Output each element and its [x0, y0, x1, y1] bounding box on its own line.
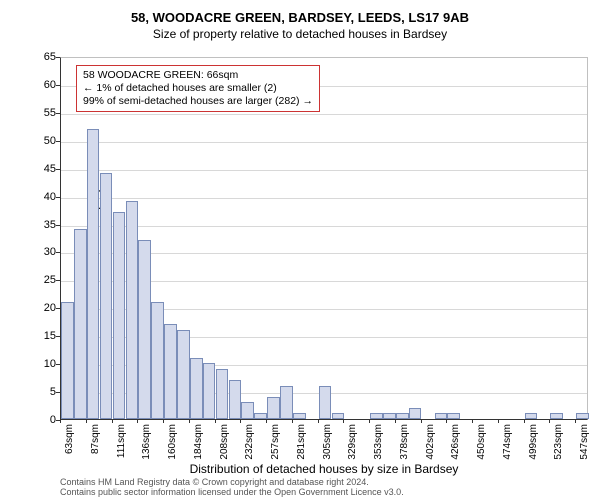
y-tick-label: 65 — [26, 51, 56, 63]
bar — [151, 302, 164, 419]
bar — [447, 413, 460, 419]
bar — [74, 229, 87, 419]
gridline — [61, 226, 587, 227]
bar — [126, 201, 139, 419]
y-tick-label: 15 — [26, 330, 56, 342]
bar — [370, 413, 383, 419]
y-tick-mark — [56, 280, 60, 281]
y-tick-label: 55 — [26, 107, 56, 119]
y-tick-label: 10 — [26, 358, 56, 370]
bar — [576, 413, 589, 419]
gridline — [61, 170, 587, 171]
x-tick-mark — [292, 419, 293, 423]
gridline — [61, 114, 587, 115]
y-tick-mark — [56, 392, 60, 393]
bar — [100, 173, 113, 419]
x-tick-mark — [189, 419, 190, 423]
y-tick-mark — [56, 308, 60, 309]
bar — [87, 129, 100, 419]
bar — [396, 413, 409, 419]
x-tick-mark — [60, 419, 61, 423]
bar — [241, 402, 254, 419]
annotation-line-2: ← 1% of detached houses are smaller (2) — [83, 82, 313, 95]
chart-container: 58, WOODACRE GREEN, BARDSEY, LEEDS, LS17… — [0, 0, 600, 500]
annotation-line-1: 58 WOODACRE GREEN: 66sqm — [83, 69, 313, 82]
y-tick-mark — [56, 141, 60, 142]
bar — [319, 386, 332, 420]
annotation-box: 58 WOODACRE GREEN: 66sqm ← 1% of detache… — [76, 65, 320, 112]
chart-title: 58, WOODACRE GREEN, BARDSEY, LEEDS, LS17… — [0, 0, 600, 25]
y-tick-label: 50 — [26, 135, 56, 147]
y-tick-mark — [56, 57, 60, 58]
chart-subtitle: Size of property relative to detached ho… — [0, 25, 600, 41]
gridline — [61, 198, 587, 199]
x-tick-mark — [575, 419, 576, 423]
y-tick-mark — [56, 364, 60, 365]
bar — [332, 413, 345, 419]
bar — [177, 330, 190, 419]
y-tick-label: 60 — [26, 79, 56, 91]
bar — [293, 413, 306, 419]
x-tick-mark — [240, 419, 241, 423]
y-tick-label: 5 — [26, 386, 56, 398]
x-tick-mark — [137, 419, 138, 423]
x-tick-mark — [266, 419, 267, 423]
x-tick-mark — [163, 419, 164, 423]
footer-line-2: Contains public sector information licen… — [60, 488, 404, 498]
bar — [525, 413, 538, 419]
bar — [383, 413, 396, 419]
bar — [61, 302, 74, 419]
x-tick-mark — [549, 419, 550, 423]
x-tick-mark — [446, 419, 447, 423]
bar — [435, 413, 448, 419]
y-tick-mark — [56, 252, 60, 253]
bar — [280, 386, 293, 420]
bar — [138, 240, 151, 419]
x-axis-title: Distribution of detached houses by size … — [60, 462, 588, 476]
annotation-line-3: 99% of semi-detached houses are larger (… — [83, 95, 313, 108]
y-tick-mark — [56, 225, 60, 226]
bar — [164, 324, 177, 419]
y-tick-mark — [56, 197, 60, 198]
bar — [229, 380, 242, 419]
x-tick-mark — [343, 419, 344, 423]
y-tick-label: 30 — [26, 246, 56, 258]
y-axis-title-wrap: Number of detached properties — [12, 57, 26, 420]
bar — [190, 358, 203, 419]
y-tick-label: 25 — [26, 274, 56, 286]
y-tick-label: 20 — [26, 302, 56, 314]
y-tick-mark — [56, 113, 60, 114]
x-tick-mark — [112, 419, 113, 423]
x-tick-mark — [369, 419, 370, 423]
y-tick-label: 0 — [26, 414, 56, 426]
bar — [409, 408, 422, 419]
x-tick-mark — [498, 419, 499, 423]
bar — [254, 413, 267, 419]
x-tick-mark — [86, 419, 87, 423]
y-tick-label: 45 — [26, 163, 56, 175]
x-tick-mark — [472, 419, 473, 423]
bar — [267, 397, 280, 419]
y-tick-label: 40 — [26, 191, 56, 203]
bar — [216, 369, 229, 419]
x-tick-mark — [318, 419, 319, 423]
bar — [113, 212, 126, 419]
y-tick-label: 35 — [26, 219, 56, 231]
x-tick-mark — [524, 419, 525, 423]
x-tick-mark — [215, 419, 216, 423]
y-tick-mark — [56, 336, 60, 337]
bar — [203, 363, 216, 419]
y-tick-mark — [56, 169, 60, 170]
x-tick-mark — [421, 419, 422, 423]
gridline — [61, 142, 587, 143]
bar — [550, 413, 563, 419]
footer: Contains HM Land Registry data © Crown c… — [60, 478, 404, 498]
x-tick-mark — [395, 419, 396, 423]
y-tick-mark — [56, 85, 60, 86]
